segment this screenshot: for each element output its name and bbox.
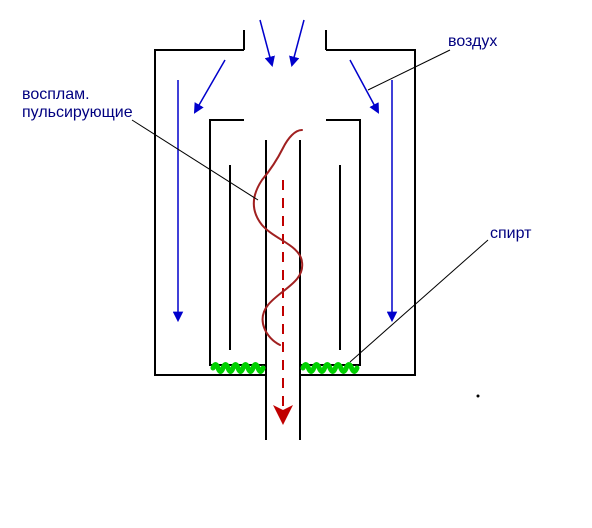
- label-alcohol: спирт: [490, 225, 531, 243]
- label-air-text: воздух: [448, 33, 497, 50]
- label-flame: восплам. пульсирующие: [22, 86, 133, 122]
- label-alcohol-text: спирт: [490, 225, 531, 242]
- outer-container-right: [300, 50, 415, 375]
- air-arrow-0: [260, 20, 272, 65]
- leader-flame: [132, 120, 258, 200]
- leader-alcohol: [350, 240, 488, 362]
- leader-air: [368, 50, 450, 90]
- air-arrow-1: [292, 20, 304, 65]
- diagram-canvas: [0, 0, 592, 528]
- air-arrow-5: [195, 60, 225, 112]
- air-arrow-4: [350, 60, 378, 112]
- flame-wavy: [254, 130, 303, 345]
- stray-dot: [477, 395, 480, 398]
- label-flame-text: восплам. пульсирующие: [22, 86, 133, 121]
- inner-container-right: [300, 120, 360, 365]
- label-air: воздух: [448, 33, 497, 51]
- inner-container-left: [210, 120, 266, 365]
